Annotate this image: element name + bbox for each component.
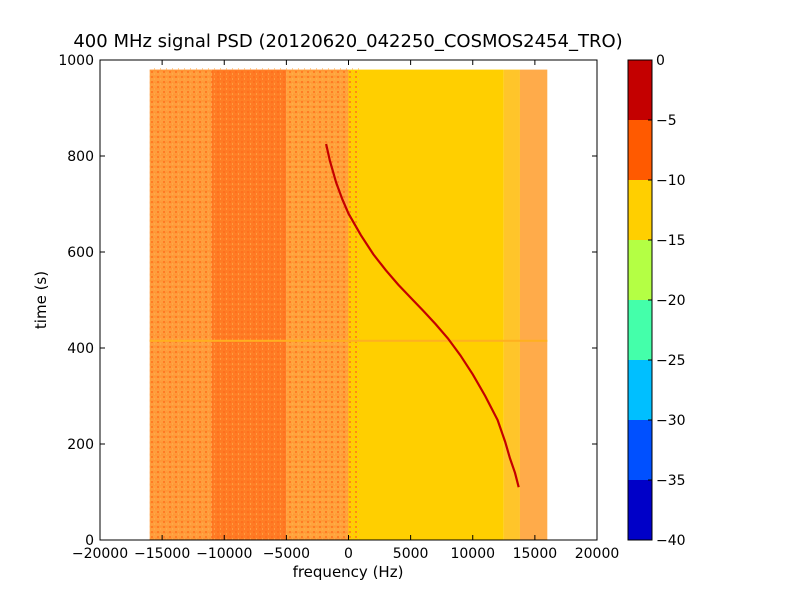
colorbar-level-1 bbox=[628, 420, 652, 480]
colorbar-tick-label: −35 bbox=[656, 473, 686, 489]
x-axis-label: frequency (Hz) bbox=[293, 563, 404, 581]
y-axis-label: time (s) bbox=[32, 271, 50, 329]
x-tick-label: −10000 bbox=[196, 546, 252, 562]
x-tick-label: 20000 bbox=[575, 546, 620, 562]
colorbar-level-0 bbox=[628, 480, 652, 540]
speckle-overlay bbox=[150, 68, 360, 540]
heatmap-band-3 bbox=[349, 70, 504, 540]
colorbar-tick-label: −30 bbox=[656, 413, 686, 429]
colorbar-level-4 bbox=[628, 240, 652, 300]
colorbar-tick-label: −10 bbox=[656, 173, 686, 189]
y-tick-label: 1000 bbox=[58, 53, 94, 69]
x-tick-label: −20000 bbox=[72, 546, 128, 562]
colorbar-level-5 bbox=[628, 180, 652, 240]
colorbar: 0 −5 −10 −15 −20 −25 −30 −35 −40 bbox=[628, 53, 686, 549]
y-tick-label: 800 bbox=[67, 149, 94, 165]
x-tick-label: −5000 bbox=[263, 546, 310, 562]
y-tick-label: 0 bbox=[85, 533, 94, 549]
colorbar-level-7 bbox=[628, 60, 652, 120]
colorbar-tick-label: −25 bbox=[656, 353, 686, 369]
x-tick-label: −15000 bbox=[134, 546, 190, 562]
heatmap-band-5 bbox=[520, 70, 547, 540]
colorbar-tick-label: 0 bbox=[656, 53, 665, 69]
colorbar-level-2 bbox=[628, 360, 652, 420]
colorbar-tick-label: −15 bbox=[656, 233, 686, 249]
colorbar-tick-label: −20 bbox=[656, 293, 686, 309]
x-tick-label: 10000 bbox=[450, 546, 495, 562]
x-tick-label: 5000 bbox=[393, 546, 429, 562]
y-tick-label: 200 bbox=[67, 437, 94, 453]
heatmap-band-4 bbox=[504, 70, 520, 540]
colorbar-level-6 bbox=[628, 120, 652, 180]
y-tick-label: 400 bbox=[67, 341, 94, 357]
streak-0 bbox=[150, 340, 548, 342]
colorbar-tick-label: −40 bbox=[656, 533, 686, 549]
y-tick-label: 600 bbox=[67, 245, 94, 261]
x-tick-label: 15000 bbox=[513, 546, 558, 562]
colorbar-level-3 bbox=[628, 300, 652, 360]
colorbar-tick-label: −5 bbox=[656, 113, 677, 129]
x-tick-label: 0 bbox=[344, 546, 353, 562]
chart-title: 400 MHz signal PSD (20120620_042250_COSM… bbox=[73, 31, 622, 52]
horizontal-streaks bbox=[150, 340, 548, 342]
